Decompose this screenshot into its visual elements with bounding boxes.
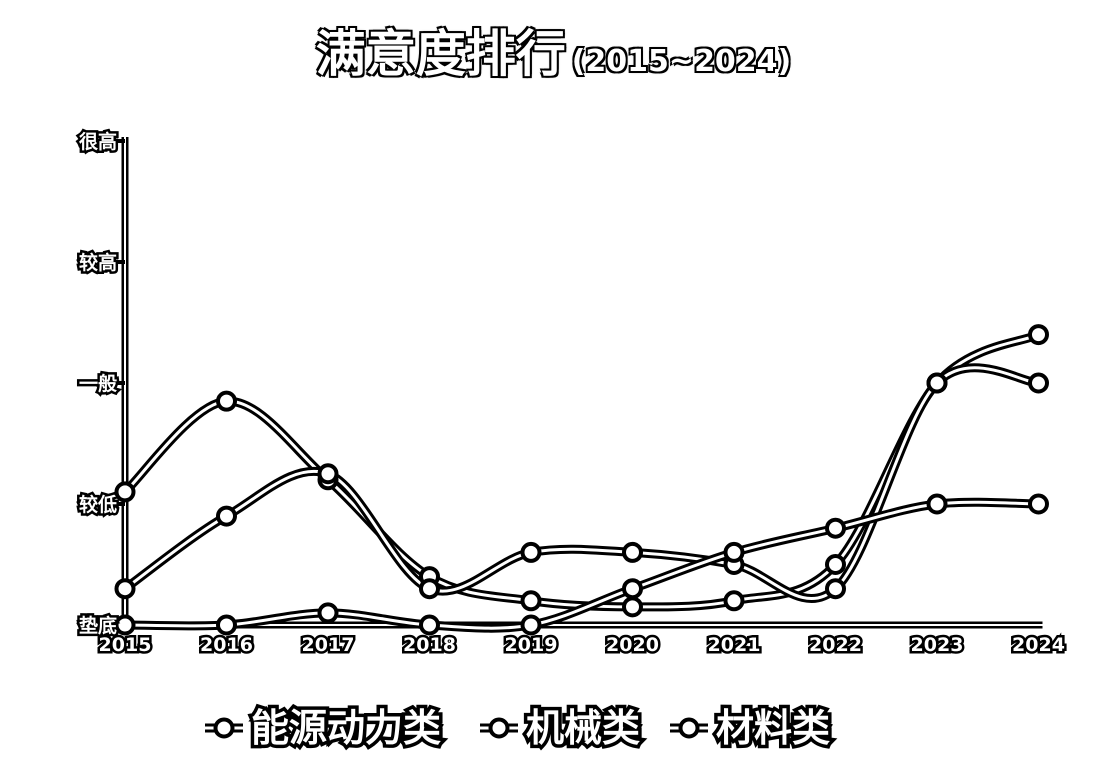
series-line [123, 333, 1040, 609]
data-point [1028, 372, 1049, 394]
y-tick-label: 较高 [79, 251, 117, 274]
y-tick-label: 一般 [79, 372, 117, 395]
x-tick-label: 2017 [302, 634, 355, 656]
data-point [419, 614, 440, 636]
legend-label: 能源动力类 [251, 706, 441, 750]
legend-marker [213, 717, 235, 739]
chart-title: 满意度排行 [315, 24, 567, 84]
data-point [622, 578, 643, 600]
x-tick-label: 2023 [911, 634, 964, 656]
data-point [926, 493, 948, 515]
chart-subtitle: (2015~2024) [571, 44, 792, 79]
data-point [926, 372, 948, 394]
data-point [114, 614, 136, 636]
data-point [216, 505, 237, 527]
y-tick-label: 较低 [79, 493, 117, 516]
data-point [114, 481, 136, 503]
legend-marker [488, 717, 510, 739]
chart-title-block: 满意度排行 (2015~2024) [0, 14, 1107, 86]
x-tick-label: 2021 [708, 634, 761, 656]
legend-label: 机械类 [526, 706, 640, 750]
legend-marker [678, 717, 700, 739]
data-point [216, 390, 237, 412]
data-point [825, 517, 846, 539]
legend-label: 材料类 [716, 706, 830, 750]
chart-points [114, 324, 1049, 636]
data-point [1028, 493, 1049, 515]
data-point [216, 614, 237, 636]
data-point [825, 578, 846, 600]
x-tick-label: 2020 [606, 634, 659, 656]
x-tick-label: 2019 [505, 634, 558, 656]
series-line [123, 500, 1040, 630]
data-point [317, 602, 339, 624]
data-point [622, 541, 643, 563]
data-point [825, 554, 846, 575]
y-tick-label: 很高 [79, 130, 117, 153]
series-line-outline [120, 363, 1043, 604]
data-point [520, 541, 542, 563]
y-tick-label: 垫底 [79, 614, 117, 637]
x-tick-label: 2018 [403, 634, 456, 656]
chart-series-lines [120, 330, 1043, 633]
series-line-outline [120, 330, 1043, 612]
data-point [520, 590, 542, 612]
data-point [622, 596, 643, 618]
x-tick-label: 2022 [809, 634, 862, 656]
x-tick-label: 2016 [200, 634, 253, 656]
data-point [723, 541, 745, 563]
chart-legend: 能源动力类 机械类 材料类 [205, 703, 834, 754]
data-point [419, 578, 440, 600]
data-point [317, 463, 339, 485]
x-tick-label: 2015 [99, 634, 152, 656]
data-point [1028, 324, 1049, 346]
series-line [123, 366, 1040, 601]
chart-tick-labels: 垫底 较低 一般 较高 很高 2015 2016 2017 2018 2019 2020 2021 20… [76, 128, 1067, 659]
data-point [723, 590, 745, 612]
x-tick-label: 2024 [1012, 634, 1065, 656]
data-point [114, 578, 136, 600]
data-point [520, 614, 542, 636]
